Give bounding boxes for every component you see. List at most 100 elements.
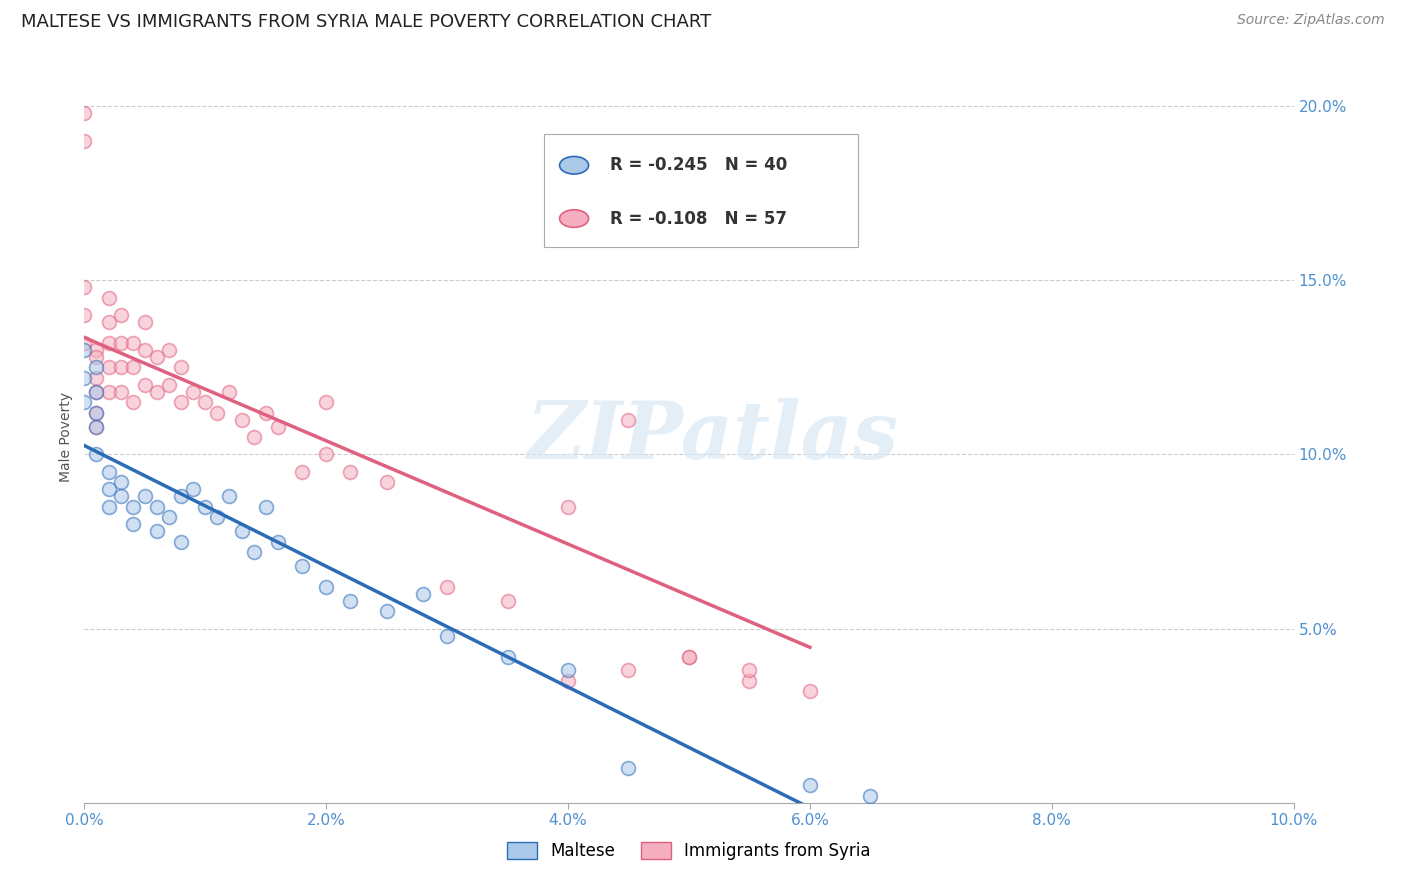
Point bbox=[73, 371, 96, 385]
Point bbox=[134, 489, 156, 503]
Point bbox=[110, 360, 132, 375]
Point bbox=[73, 280, 96, 294]
Point bbox=[315, 448, 337, 462]
Point bbox=[97, 336, 120, 351]
Point bbox=[496, 649, 519, 664]
Point bbox=[86, 384, 108, 399]
Point bbox=[339, 594, 361, 608]
Point bbox=[86, 419, 108, 434]
Point bbox=[134, 377, 156, 392]
Point bbox=[207, 406, 229, 420]
Point bbox=[799, 231, 821, 245]
Point bbox=[412, 587, 434, 601]
Point bbox=[86, 360, 108, 375]
Point bbox=[121, 500, 143, 514]
Point bbox=[315, 395, 337, 409]
Point bbox=[86, 419, 108, 434]
Point bbox=[194, 395, 217, 409]
Point bbox=[97, 465, 120, 479]
Point bbox=[146, 500, 169, 514]
Point bbox=[157, 377, 180, 392]
Point bbox=[231, 524, 253, 538]
Point bbox=[97, 483, 120, 497]
Point bbox=[254, 406, 277, 420]
Point bbox=[207, 510, 229, 524]
Legend: Maltese, Immigrants from Syria: Maltese, Immigrants from Syria bbox=[508, 842, 870, 860]
Point bbox=[146, 384, 169, 399]
Point bbox=[73, 395, 96, 409]
Point bbox=[110, 336, 132, 351]
Point bbox=[157, 510, 180, 524]
Point bbox=[242, 430, 264, 444]
Point bbox=[339, 465, 361, 479]
Point bbox=[231, 412, 253, 426]
Point bbox=[157, 343, 180, 357]
Point bbox=[134, 343, 156, 357]
Point bbox=[110, 308, 132, 322]
Point bbox=[97, 500, 120, 514]
Text: MALTESE VS IMMIGRANTS FROM SYRIA MALE POVERTY CORRELATION CHART: MALTESE VS IMMIGRANTS FROM SYRIA MALE PO… bbox=[21, 13, 711, 31]
Point bbox=[291, 465, 314, 479]
Point bbox=[315, 580, 337, 594]
Point bbox=[134, 315, 156, 329]
Point bbox=[181, 483, 204, 497]
Point bbox=[121, 360, 143, 375]
Point bbox=[218, 489, 240, 503]
Point bbox=[181, 384, 204, 399]
Point bbox=[73, 336, 96, 351]
Point bbox=[86, 406, 108, 420]
Point bbox=[617, 664, 640, 678]
Point bbox=[170, 360, 193, 375]
Point bbox=[110, 384, 132, 399]
Point bbox=[86, 406, 108, 420]
Point bbox=[557, 500, 579, 514]
Point bbox=[73, 106, 96, 120]
Point bbox=[496, 594, 519, 608]
Point bbox=[557, 664, 579, 678]
Point bbox=[557, 673, 579, 688]
Point bbox=[170, 395, 193, 409]
Point bbox=[291, 558, 314, 573]
Point bbox=[110, 475, 132, 490]
Point bbox=[97, 291, 120, 305]
Point bbox=[799, 684, 821, 698]
Point bbox=[121, 395, 143, 409]
Point bbox=[86, 371, 108, 385]
Point bbox=[170, 489, 193, 503]
Point bbox=[242, 545, 264, 559]
Point bbox=[194, 500, 217, 514]
Circle shape bbox=[560, 156, 589, 174]
FancyBboxPatch shape bbox=[544, 134, 858, 247]
Point bbox=[799, 778, 821, 792]
Point bbox=[738, 673, 761, 688]
Point bbox=[121, 336, 143, 351]
Text: Source: ZipAtlas.com: Source: ZipAtlas.com bbox=[1237, 13, 1385, 28]
Point bbox=[375, 604, 398, 618]
Point bbox=[73, 134, 96, 148]
Point bbox=[97, 315, 120, 329]
Point bbox=[738, 664, 761, 678]
Point bbox=[86, 350, 108, 364]
Point bbox=[617, 412, 640, 426]
Point bbox=[436, 580, 458, 594]
Point bbox=[218, 384, 240, 399]
Point bbox=[110, 489, 132, 503]
Point bbox=[86, 343, 108, 357]
Point bbox=[73, 308, 96, 322]
Point bbox=[267, 534, 290, 549]
Point bbox=[678, 649, 700, 664]
Point bbox=[436, 629, 458, 643]
Text: R = -0.108   N = 57: R = -0.108 N = 57 bbox=[610, 210, 787, 227]
Point bbox=[86, 384, 108, 399]
Point bbox=[375, 475, 398, 490]
Point bbox=[267, 419, 290, 434]
Point bbox=[146, 350, 169, 364]
Point bbox=[859, 789, 882, 803]
Point bbox=[678, 649, 700, 664]
Point bbox=[146, 524, 169, 538]
Point bbox=[617, 761, 640, 775]
Point bbox=[254, 500, 277, 514]
Circle shape bbox=[560, 210, 589, 227]
Point bbox=[170, 534, 193, 549]
Point bbox=[86, 448, 108, 462]
